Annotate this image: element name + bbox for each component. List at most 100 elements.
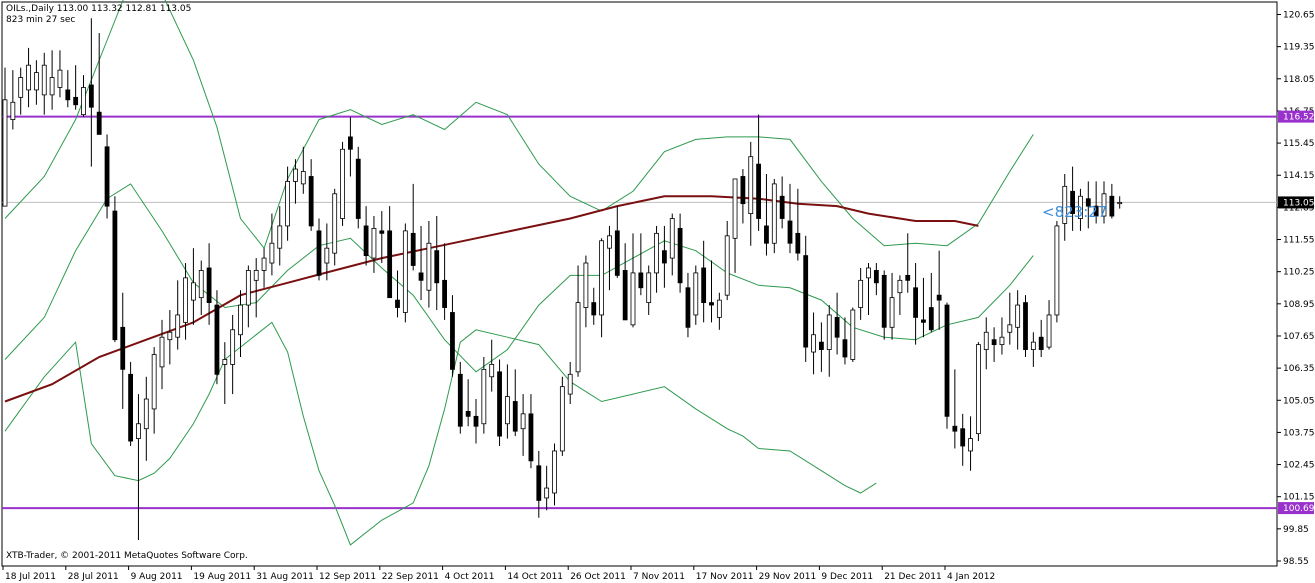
candle-body — [756, 163, 761, 219]
candle-body — [960, 428, 966, 447]
candle-body — [881, 274, 887, 328]
candle-body — [858, 279, 864, 308]
candle-body — [143, 398, 149, 430]
candle — [1038, 319, 1044, 357]
candle — [520, 394, 526, 456]
candle — [811, 312, 816, 375]
candle-body — [1015, 304, 1021, 328]
candle-body — [575, 302, 581, 373]
candle — [607, 225, 612, 291]
candle — [905, 233, 911, 293]
candle-body — [819, 341, 824, 350]
time-tick-label: 19 Aug 2011 — [193, 572, 251, 582]
price-tick-label: 118.05 — [1283, 75, 1315, 85]
time-tick-label: 28 Jul 2011 — [68, 572, 119, 582]
candle-body — [371, 228, 377, 259]
candle-body — [18, 77, 24, 98]
candle-body — [936, 294, 942, 301]
candle — [316, 218, 322, 281]
candle — [1101, 181, 1107, 224]
candle — [756, 114, 761, 231]
candle-body — [206, 267, 212, 303]
bar-countdown-label: <823:27 — [1042, 203, 1108, 221]
price-axis: 120.65119.35118.05116.75115.45114.15112.… — [1277, 11, 1315, 567]
candle-body — [167, 331, 173, 341]
candle — [269, 213, 275, 276]
candle — [881, 270, 887, 340]
candle — [167, 310, 173, 365]
level-price-tag — [1278, 502, 1314, 515]
candle-body — [1054, 225, 1060, 316]
time-tick-label: 21 Dec 2011 — [884, 572, 942, 582]
candle — [1062, 173, 1068, 241]
time-tick-label: 4 Jan 2012 — [947, 572, 995, 582]
candle — [889, 272, 895, 340]
time-tick-label: 18 Jul 2011 — [5, 572, 56, 582]
price-tick-label: 106.35 — [1283, 364, 1315, 374]
candle — [787, 183, 793, 254]
candle-body — [983, 331, 989, 350]
candle — [65, 70, 71, 108]
candle-body — [269, 242, 275, 264]
candle-body — [402, 230, 408, 313]
candle-body — [1078, 195, 1083, 219]
candle-body — [434, 250, 440, 284]
candle — [450, 295, 455, 377]
candle — [819, 322, 824, 372]
candle-body — [120, 326, 126, 370]
candle — [300, 146, 306, 194]
level-price-tag-label: 100.69 — [1283, 504, 1315, 514]
candle-body — [928, 307, 934, 331]
candle-body — [528, 413, 534, 462]
candle-body — [465, 410, 471, 417]
candle-body — [198, 270, 204, 299]
candle-body — [450, 312, 455, 370]
candle-body — [1046, 314, 1052, 348]
price-tick-label: 99.85 — [1283, 525, 1309, 535]
candle — [622, 243, 628, 321]
candle — [418, 225, 424, 301]
time-tick-label: 14 Oct 2011 — [507, 572, 563, 582]
time-tick-label: 9 Dec 2011 — [821, 572, 873, 582]
candle-body — [316, 230, 322, 276]
candle — [834, 292, 840, 355]
candle — [347, 117, 353, 177]
candle — [88, 18, 94, 167]
candle-body — [1101, 193, 1107, 217]
candle — [143, 376, 149, 461]
candle — [1023, 295, 1028, 357]
candle-body — [1023, 302, 1028, 350]
candle — [238, 290, 243, 357]
candle-body — [340, 148, 345, 219]
candle-body — [654, 232, 659, 274]
candle — [968, 416, 973, 471]
candle — [795, 188, 801, 261]
candle — [57, 50, 63, 98]
candle-body — [591, 302, 597, 316]
candle — [528, 394, 534, 469]
candle-body — [497, 371, 502, 437]
candle-body — [559, 386, 565, 452]
current-price-tag-label: 113.05 — [1283, 198, 1315, 208]
candle-body — [999, 336, 1005, 346]
candle-body — [1038, 336, 1044, 350]
candle-body — [363, 225, 369, 257]
candle — [18, 67, 24, 115]
candle — [1093, 181, 1099, 224]
candle — [716, 292, 722, 330]
time-tick-label: 22 Sep 2011 — [382, 572, 439, 582]
candle-body — [410, 232, 416, 266]
candle — [183, 263, 188, 340]
candle-body — [41, 64, 47, 96]
candle-body — [387, 230, 393, 299]
bollinger-lower-line — [4, 321, 877, 546]
candle-body — [512, 401, 518, 432]
candle-body — [976, 344, 981, 435]
candle — [293, 159, 298, 204]
time-tick-label: 12 Sep 2011 — [319, 572, 376, 582]
candle-body — [418, 272, 424, 281]
candle-body — [151, 354, 157, 410]
candle — [120, 292, 126, 409]
candle-body — [716, 299, 722, 318]
